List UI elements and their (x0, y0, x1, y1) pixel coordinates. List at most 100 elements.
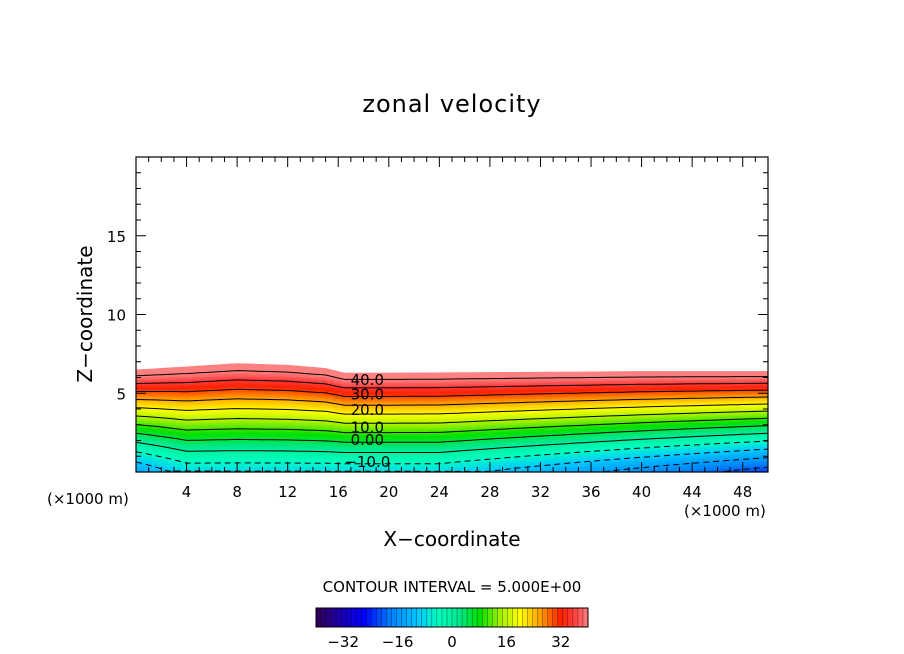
field-cell (436, 416, 445, 420)
field-cell (728, 455, 737, 458)
field-cell (294, 442, 303, 446)
field-cell (499, 407, 508, 411)
field-cell (270, 385, 279, 389)
field-cell (696, 426, 706, 429)
field-cell (546, 457, 556, 460)
field-cell (538, 409, 548, 412)
field-cell (222, 448, 232, 451)
field-cell (191, 402, 200, 405)
field-cell (151, 372, 161, 376)
field-cell (286, 413, 295, 416)
field-cell (610, 402, 619, 405)
field-cell (538, 429, 548, 433)
field-cell (333, 367, 342, 370)
field-cell (183, 404, 192, 407)
field-cell (554, 387, 564, 390)
field-cell (420, 468, 429, 471)
field-cell (665, 427, 674, 431)
field-cell (294, 437, 303, 440)
field-cell (491, 400, 500, 403)
field-cell (665, 468, 674, 471)
field-cell (309, 440, 319, 444)
field-cell (657, 446, 666, 449)
field-cell (207, 376, 216, 379)
field-cell (222, 374, 232, 378)
field-cell (467, 464, 477, 468)
field-cell (704, 370, 714, 374)
field-cell (578, 413, 587, 416)
field-cell (689, 433, 698, 436)
field-cell (546, 374, 556, 378)
field-cell (136, 422, 145, 425)
field-cell (230, 446, 240, 449)
colorbar-band (487, 608, 493, 627)
field-cell (499, 380, 508, 383)
field-cell (175, 387, 184, 390)
field-cell (744, 424, 753, 427)
field-cell (696, 381, 706, 385)
field-cell (586, 396, 595, 400)
field-cell (301, 367, 311, 370)
field-cell (617, 389, 627, 392)
field-cell (554, 392, 564, 396)
field-cell (689, 387, 698, 390)
field-cell (633, 381, 643, 385)
field-cell (720, 438, 730, 442)
field-cell (143, 437, 153, 440)
field-cell (262, 392, 271, 396)
field-cell (333, 457, 342, 460)
field-cell (594, 404, 603, 407)
field-cell (428, 455, 437, 458)
field-cell (238, 409, 248, 412)
field-cell (507, 396, 516, 400)
field-cell (562, 374, 572, 378)
field-cell (633, 407, 643, 411)
field-cell (380, 457, 390, 460)
field-cell (610, 396, 619, 400)
field-cell (436, 396, 445, 400)
field-cell (744, 400, 753, 403)
field-cell (625, 451, 635, 455)
colorbar-band (497, 608, 503, 627)
field-cell (357, 446, 366, 449)
field-cell (752, 429, 761, 433)
field-cell (570, 400, 579, 403)
field-cell (238, 435, 248, 438)
field-cell (491, 426, 500, 429)
field-cell (752, 468, 761, 471)
contour-line (136, 388, 768, 397)
field-cell (388, 435, 398, 438)
field-cell (459, 453, 469, 457)
field-cell (404, 372, 414, 376)
field-cell (151, 394, 161, 398)
field-cell (507, 453, 516, 457)
field-cell (301, 400, 311, 403)
field-cell (602, 449, 611, 453)
field-cell (412, 442, 421, 446)
field-cell (499, 400, 508, 403)
field-cell (278, 383, 287, 387)
field-cell (578, 451, 587, 455)
field-cell (222, 459, 232, 462)
field-cell (720, 378, 730, 381)
field-cell (578, 435, 587, 438)
field-cell (467, 378, 477, 381)
field-cell (459, 437, 469, 440)
field-cell (736, 367, 745, 370)
field-cell (404, 453, 414, 457)
field-cell (594, 398, 603, 401)
field-cell (428, 411, 437, 414)
field-cell (491, 413, 500, 416)
contour-label: 20.0 (351, 401, 384, 419)
colorbar-band (436, 608, 443, 627)
field-cell (357, 427, 366, 431)
field-cell (420, 435, 429, 438)
field-cell (143, 448, 153, 451)
field-cell (538, 464, 548, 468)
field-cell (159, 363, 169, 367)
field-cell (681, 422, 690, 425)
field-cell (760, 415, 768, 418)
field-cell (436, 449, 445, 453)
field-cell (412, 407, 421, 411)
field-cell (467, 433, 477, 436)
